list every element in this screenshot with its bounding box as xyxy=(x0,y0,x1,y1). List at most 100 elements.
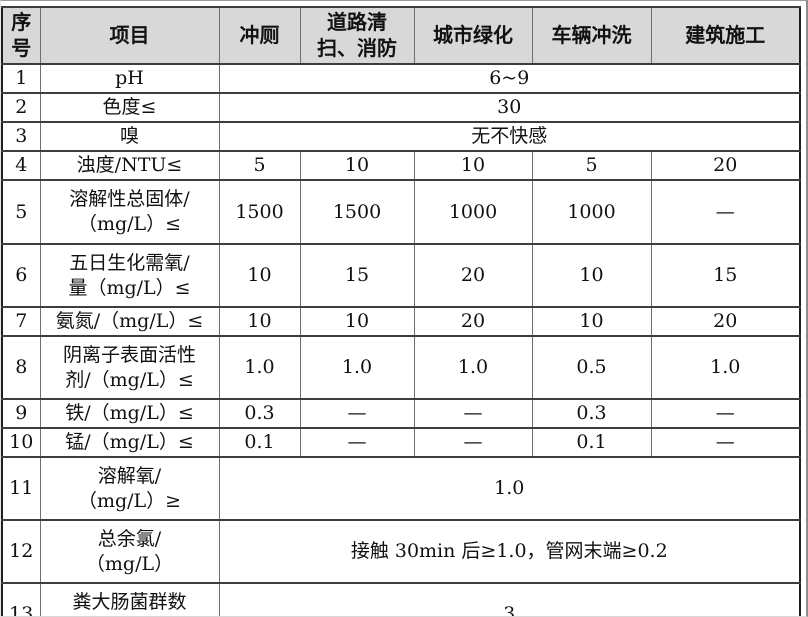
table-row-ammonia-nitrogen: 7 氨氮/（mg/L）≤ 10 10 20 10 20 xyxy=(1,306,801,338)
item-label: 粪大肠菌群数 xyxy=(72,590,187,613)
value-cell: 1.0 xyxy=(650,335,801,401)
row-number-cell: 8 xyxy=(1,335,41,401)
table-row-total-dissolved-solids: 5 溶解性总固体/（mg/L）≤ 1500 1500 1000 1000 — xyxy=(1,179,801,246)
value-cell: 20 xyxy=(650,150,801,182)
value-cell: — xyxy=(299,398,415,430)
value-cell: 0.1 xyxy=(531,427,652,459)
item-cell: 锰/（mg/L）≤ xyxy=(39,427,220,459)
table-row-turbidity: 4 浊度/NTU≤ 5 10 10 5 20 xyxy=(1,150,801,182)
header-cell-road-cleaning-fire: 道路清 扫、消防 xyxy=(299,6,415,65)
row-number-cell: 9 xyxy=(1,398,41,430)
header-text: 冲厕 xyxy=(239,23,280,48)
header-row: 序号 项目 冲厕 道路清 扫、消防 城市绿化 车辆冲洗 建筑施工 xyxy=(1,6,801,65)
item-label: 五日生化需氧/ xyxy=(69,251,190,274)
table-row-odor: 3 嗅 无不快感 xyxy=(1,120,801,153)
value-cell: 0.5 xyxy=(531,335,652,401)
value-cell: 0.3 xyxy=(531,398,652,430)
value-cell: 1500 xyxy=(299,179,415,246)
item-cell: 溶解氧/（mg/L）≥ xyxy=(39,456,220,522)
value-cell: 0.1 xyxy=(218,427,301,459)
merged-value-cell: 30 xyxy=(218,91,801,123)
table-row-ph: 1 pH 6~9 xyxy=(1,62,801,94)
header-cell-vehicle-washing: 车辆冲洗 xyxy=(531,6,652,65)
value-cell: 5 xyxy=(531,150,652,182)
item-label: 剂/（mg/L）≤ xyxy=(65,368,194,391)
header-cell-item: 项目 xyxy=(39,6,220,65)
value-cell: 1000 xyxy=(413,179,533,246)
header-cell-toilet-flushing: 冲厕 xyxy=(218,6,301,65)
table-row-fecal-coliform: 13 粪大肠菌群数 （个/L） 3 xyxy=(1,582,801,616)
merged-value-cell: 6~9 xyxy=(218,62,801,94)
item-label: （mg/L）≥ xyxy=(77,489,182,512)
item-cell: 色度≤ xyxy=(39,91,220,123)
merged-value-cell: 1.0 xyxy=(218,456,801,522)
row-number-cell: 7 xyxy=(1,306,41,338)
table-row-manganese: 10 锰/（mg/L）≤ 0.1 — — 0.1 — xyxy=(1,427,801,459)
header-cell-serial: 序号 xyxy=(1,6,41,65)
value-cell: — xyxy=(299,427,415,459)
table-row-chroma: 2 色度≤ 30 xyxy=(1,91,801,123)
row-number-cell: 4 xyxy=(1,150,41,182)
table-row-total-residual-chlorine: 12 总余氯/（mg/L） 接触 30min 后≥1.0，管网末端≥0.2 xyxy=(1,519,801,585)
value-cell: 0.3 xyxy=(218,398,301,430)
value-cell: 1.0 xyxy=(413,335,533,401)
item-label: 色度≤ xyxy=(102,95,157,118)
item-label: 浊度/NTU≤ xyxy=(76,154,183,177)
header-text: 项目 xyxy=(109,23,150,48)
item-label: 阴离子表面活性 xyxy=(62,343,196,366)
row-number-cell: 11 xyxy=(1,456,41,522)
value-cell: 15 xyxy=(650,243,801,309)
item-cell: 粪大肠菌群数 （个/L） xyxy=(39,582,220,616)
table-row-anionic-surfactant: 8 阴离子表面活性 剂/（mg/L）≤ 1.0 1.0 1.0 0.5 1.0 xyxy=(1,335,801,401)
header-cell-construction: 建筑施工 xyxy=(650,6,801,65)
value-cell: 10 xyxy=(218,243,301,309)
header-cell-urban-greening: 城市绿化 xyxy=(413,6,533,65)
item-label: 溶解性总固体/ xyxy=(69,188,190,211)
table-row-bod5: 6 五日生化需氧/量（mg/L）≤ 10 15 20 10 15 xyxy=(1,243,801,309)
item-label: 嗅 xyxy=(119,124,139,147)
table-row-dissolved-oxygen: 11 溶解氧/（mg/L）≥ 1.0 xyxy=(1,456,801,522)
value-cell: 1.0 xyxy=(299,335,415,401)
row-number-cell: 5 xyxy=(1,179,41,246)
item-cell: 阴离子表面活性 剂/（mg/L）≤ xyxy=(39,335,220,401)
value-cell: 10 xyxy=(299,150,415,182)
item-cell: 五日生化需氧/量（mg/L）≤ xyxy=(39,243,220,309)
item-label: 锰/（mg/L）≤ xyxy=(65,431,194,454)
header-text: 扫、消防 xyxy=(317,36,397,61)
row-number-cell: 10 xyxy=(1,427,41,459)
value-cell: 10 xyxy=(299,306,415,338)
value-cell: 10 xyxy=(531,243,652,309)
row-number-cell: 3 xyxy=(1,120,41,153)
value-cell: — xyxy=(413,427,533,459)
merged-value-cell: 接触 30min 后≥1.0，管网末端≥0.2 xyxy=(218,519,801,585)
value-cell: 10 xyxy=(531,306,652,338)
item-label: 量（mg/L）≤ xyxy=(68,276,191,299)
value-cell: — xyxy=(650,427,801,459)
item-label: 总余氯/ xyxy=(97,527,162,550)
header-text: 序 xyxy=(11,10,32,34)
item-cell: 溶解性总固体/（mg/L）≤ xyxy=(39,179,220,246)
item-label: （mg/L） xyxy=(85,552,174,575)
row-number-cell: 6 xyxy=(1,243,41,309)
header-text: 号 xyxy=(11,36,32,61)
item-cell: 浊度/NTU≤ xyxy=(39,150,220,182)
item-cell: pH xyxy=(39,62,220,94)
row-number-cell: 2 xyxy=(1,91,41,123)
value-cell: 15 xyxy=(299,243,415,309)
header-text: 城市绿化 xyxy=(433,23,513,48)
item-cell: 总余氯/（mg/L） xyxy=(39,519,220,585)
value-cell: — xyxy=(650,179,801,246)
merged-value-cell: 无不快感 xyxy=(218,120,801,153)
merged-value-cell: 3 xyxy=(218,582,801,616)
item-cell: 嗅 xyxy=(39,120,220,153)
table-row-iron: 9 铁/（mg/L）≤ 0.3 — — 0.3 — xyxy=(1,398,801,430)
row-number-cell: 1 xyxy=(1,62,41,94)
header-text: 车辆冲洗 xyxy=(551,23,632,48)
row-number-cell: 13 xyxy=(1,582,41,616)
value-cell: 20 xyxy=(413,306,533,338)
item-label: （mg/L）≤ xyxy=(77,213,182,236)
header-text: 建筑施工 xyxy=(685,23,766,48)
value-cell: — xyxy=(413,398,533,430)
item-cell: 铁/（mg/L）≤ xyxy=(39,398,220,430)
